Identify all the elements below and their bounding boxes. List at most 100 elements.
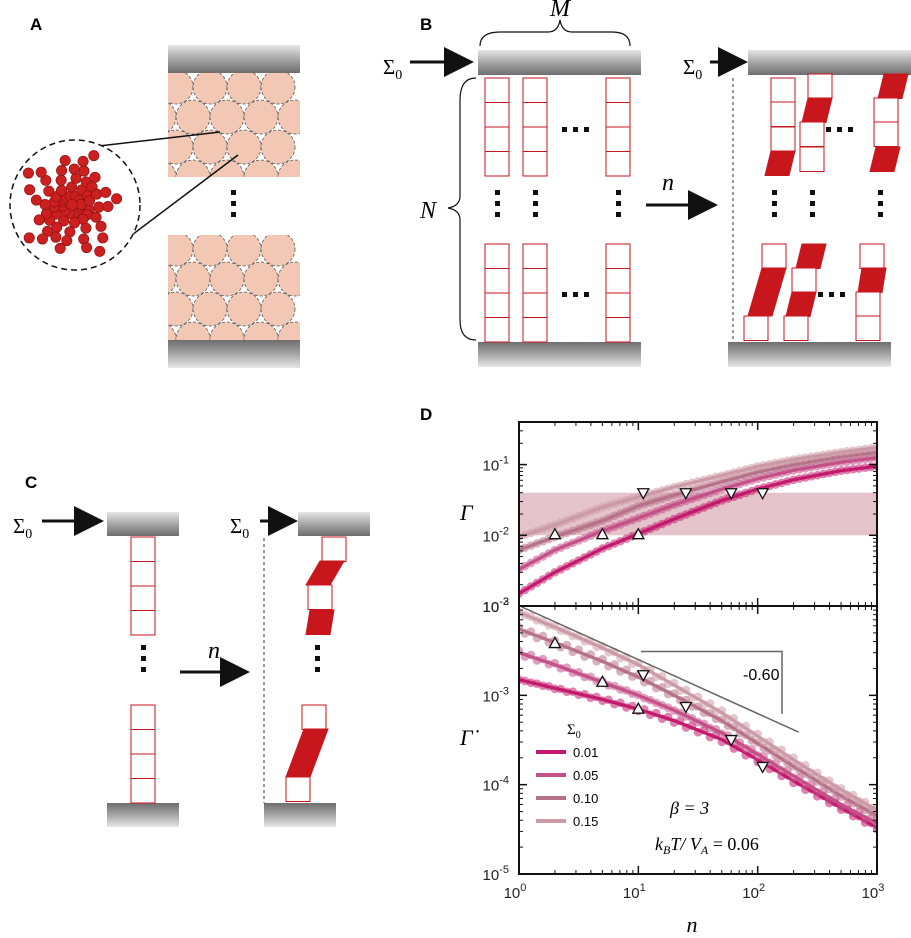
brace-m — [479, 19, 631, 47]
monomer-bead — [81, 242, 93, 254]
block-column-initial — [130, 536, 156, 804]
series-line — [519, 450, 877, 552]
monomer-bead — [94, 245, 106, 257]
particle — [277, 99, 300, 135]
elastic-block — [321, 536, 347, 562]
slope-label: -0.60 — [743, 667, 780, 684]
elastic-block — [130, 704, 156, 730]
particle — [209, 159, 245, 177]
ylabel-gamma-rate: Γ̇ — [459, 725, 480, 750]
panel-letter-d: D — [420, 405, 432, 424]
annotation-beta: β = 3 — [669, 798, 709, 818]
marker-up — [595, 674, 610, 687]
sigma-label-b-left: Σ0 — [383, 55, 402, 83]
monomer-bead — [24, 184, 36, 196]
monomer-bead — [70, 172, 82, 184]
marker-down — [756, 761, 770, 774]
particle — [168, 264, 177, 294]
ellipsis-dot — [584, 292, 589, 297]
marker-down — [724, 734, 738, 747]
particle — [168, 73, 194, 105]
elastic-block — [130, 778, 156, 804]
elastic-block — [522, 243, 548, 269]
monomer-bead — [30, 194, 42, 206]
particle — [168, 102, 177, 132]
top-plate-left — [478, 50, 641, 75]
yielded-block — [869, 146, 901, 172]
panel-letter-a: A — [30, 15, 42, 34]
monomer-bead — [42, 225, 54, 237]
elastic-block — [484, 292, 510, 318]
monomer-bead — [88, 150, 100, 162]
marker-up — [548, 636, 562, 649]
particle — [260, 291, 296, 327]
monomer-bead — [23, 232, 35, 244]
y-tick-label: 10-3 — [483, 685, 509, 705]
yielded-block — [747, 267, 787, 317]
particle — [192, 291, 228, 327]
y-tick-label: 10-3 — [483, 596, 509, 616]
particle-packing-bottom — [168, 235, 300, 340]
ellipsis-marks-b — [495, 127, 883, 297]
elastic-block — [859, 243, 885, 269]
elastic-block — [522, 151, 548, 177]
ellipsis-dot — [495, 212, 500, 217]
particle — [243, 159, 279, 177]
particle — [175, 159, 211, 177]
yielded-block — [285, 728, 329, 778]
block-columns-initial — [484, 77, 631, 343]
ellipsis-dot — [878, 190, 883, 195]
slope-guide — [521, 606, 799, 733]
monomer-bead — [43, 185, 55, 197]
yielded-block — [305, 560, 345, 586]
monomer-bead — [68, 163, 80, 175]
monomer-bead — [39, 198, 51, 210]
marker-down — [756, 488, 770, 501]
bottom-plate-c-left — [107, 803, 179, 827]
ellipsis-dot — [584, 127, 589, 132]
zoom-line-bottom — [119, 154, 239, 245]
panel-letter-c: C — [25, 473, 37, 492]
ellipsis-dot — [829, 292, 834, 297]
ellipsis-dot — [837, 127, 842, 132]
axes-frame — [518, 605, 878, 875]
elastic-block — [761, 243, 787, 269]
yielded-block — [857, 267, 887, 293]
ellipsis-dot — [848, 127, 853, 132]
label-m: M — [549, 0, 572, 22]
particle — [226, 235, 262, 267]
ellipsis-dot — [562, 292, 567, 297]
chart-gamma: 10-310-210-1 — [483, 421, 878, 616]
ellipsis-dot — [315, 667, 320, 672]
ellipsis-dot — [810, 212, 815, 217]
elastic-block — [605, 292, 631, 318]
elastic-block — [484, 151, 510, 177]
elastic-block — [770, 77, 796, 103]
particle — [209, 99, 245, 135]
legend-label: 0.15 — [573, 814, 598, 829]
series-line — [519, 651, 877, 825]
elastic-block — [873, 97, 899, 123]
elastic-block — [605, 126, 631, 152]
bottom-plate-left — [478, 342, 641, 367]
ellipsis-dot — [772, 190, 777, 195]
monomer-bead — [78, 165, 90, 177]
yielded-block — [764, 150, 796, 176]
top-plate-c-right — [298, 512, 370, 536]
particle — [260, 73, 296, 105]
panel-c: Σ0 Σ0 n — [13, 506, 370, 827]
ylabel-gamma: Γ — [459, 500, 474, 525]
monomer-bead — [35, 166, 47, 178]
ellipsis-dot — [562, 127, 567, 132]
elastic-block — [130, 610, 156, 636]
particle — [175, 261, 211, 297]
elastic-block — [484, 77, 510, 103]
marker-up — [631, 701, 645, 714]
elastic-block — [484, 102, 510, 128]
monomer-bead — [59, 155, 71, 167]
x-tick-label: 100 — [504, 882, 527, 902]
elastic-block — [484, 268, 510, 294]
